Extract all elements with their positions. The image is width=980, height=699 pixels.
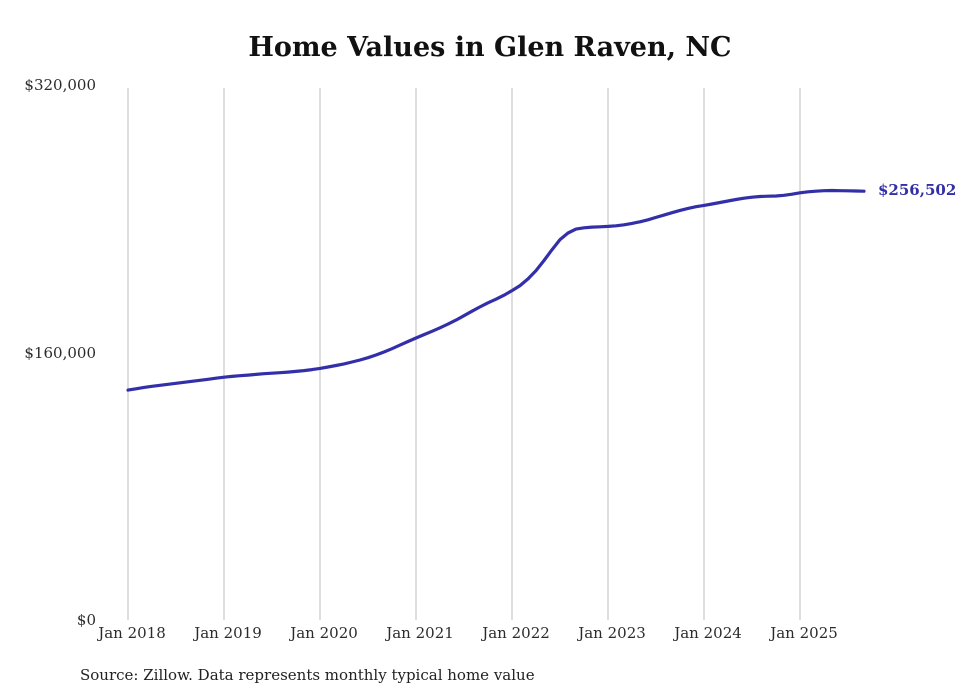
x-tick-label: Jan 2025 bbox=[770, 624, 838, 642]
y-tick-label: $320,000 bbox=[24, 76, 96, 94]
source-note: Source: Zillow. Data represents monthly … bbox=[80, 666, 535, 684]
value-line bbox=[126, 188, 866, 392]
y-tick-label: $0 bbox=[76, 611, 96, 629]
x-tick-label: Jan 2019 bbox=[194, 624, 262, 642]
latest-value-label: $256,502 bbox=[878, 181, 957, 200]
x-tick-label: Jan 2021 bbox=[386, 624, 454, 642]
x-tick-label: Jan 2022 bbox=[482, 624, 550, 642]
chart-title: Home Values in Glen Raven, NC bbox=[248, 32, 732, 63]
x-tick-label: Jan 2018 bbox=[98, 624, 166, 642]
x-tick-label: Jan 2020 bbox=[290, 624, 358, 642]
x-tick-label: Jan 2023 bbox=[578, 624, 646, 642]
y-tick-label: $160,000 bbox=[24, 343, 96, 362]
x-tick-label: Jan 2024 bbox=[674, 624, 742, 642]
